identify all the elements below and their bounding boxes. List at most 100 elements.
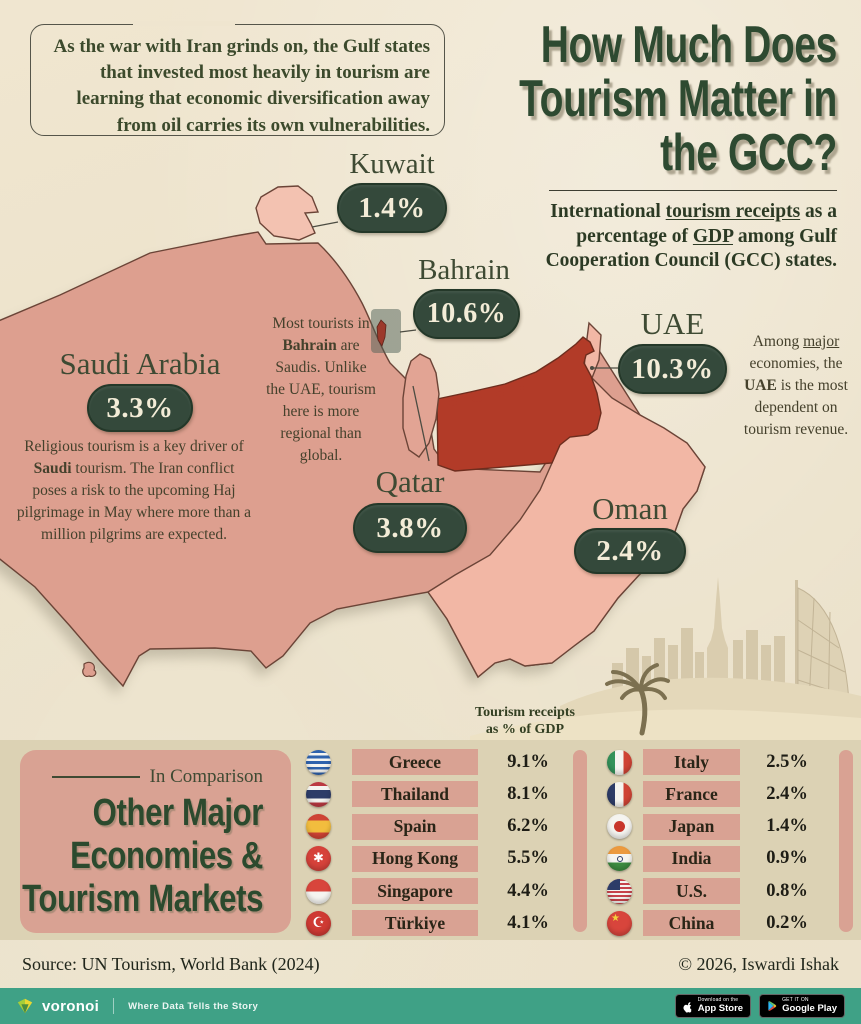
credit-text: © 2026, Iswardi Ishak [678,953,839,974]
country-value-cell: 5.5% [507,848,549,869]
app-store-badge[interactable]: Download on the App Store [674,994,752,1018]
table-row: Italy 2.5% [607,749,826,775]
thailand-flag-icon [306,781,331,807]
turkiye-flag-icon [306,910,331,936]
uae-islet [496,391,504,397]
bahrain-label: Bahrain [418,254,510,286]
kicker-label: In Comparison [149,766,263,787]
france-flag-icon [607,781,632,807]
palm-tree-silhouette [605,663,670,736]
saudi-annotation: Religious tourism is a key driver of Sau… [16,438,252,543]
country-value-cell: 2.5% [766,751,808,772]
table-row: U.S. 0.8% [607,878,826,905]
title-line: How Much Does [540,16,838,74]
country-value-cell: 4.4% [507,880,549,901]
table-column-header-line: as % of GDP [485,721,565,737]
uae-label: UAE [640,306,705,341]
brand-lockup: voronoi Where Data Tells the Story [16,997,258,1015]
source-text: Source: UN Tourism, World Bank (2024) [22,953,320,974]
italy-flag-icon [607,749,632,775]
title-line: Tourism Matter in [519,70,837,129]
comparison-heading-line: Economies & [70,834,263,877]
leader-lines [311,221,618,462]
table-row: Spain 6.2% [306,813,568,840]
kuwait-shape [255,185,320,241]
qatar-shape [402,353,440,458]
qatar-value-pill: 3.8% [353,503,467,553]
bahrain-highlight [371,309,401,353]
table-row: Japan 1.4% [607,813,826,840]
comparison-heading: Other Major Economies & Tourism Markets [0,792,263,921]
bahrain-shape [376,319,387,347]
spain-flag-icon [306,814,331,840]
intro-text-box: As the war with Iran grinds on, the Gulf… [30,24,445,136]
table-row: Singapore 4.4% [306,878,568,905]
title-divider [549,190,837,191]
google-play-icon [768,1001,777,1011]
comparison-kicker: In Comparison [20,750,291,788]
comparison-right-column: Italy 2.5% France 2.4% Japan 1.4% India … [607,749,826,943]
burj-al-arab-mast [795,580,798,726]
country-name-cell: Greece [352,749,478,775]
voronoi-logo-icon [17,998,33,1014]
app-store-badge-name: App Store [697,1002,744,1014]
saudi-arabia-value-pill: 3.3% [87,384,193,432]
google-play-badge-top: GET IT ON [782,997,809,1004]
kicker-dash [51,776,140,778]
country-value-cell: 6.2% [507,816,549,837]
country-name-cell: Singapore [352,878,478,905]
table-row: India 0.9% [607,845,826,872]
country-value-cell: 9.1% [507,751,549,772]
intro-box-border-gap [133,21,235,26]
table-row: Thailand 8.1% [306,781,568,808]
table-row: Hong Kong 5.5% [306,845,568,872]
country-name-cell: France [643,781,740,808]
brand-divider [113,998,115,1014]
japan-flag-icon [607,814,632,840]
country-value-cell: 4.1% [507,912,549,933]
china-flag-icon [607,910,632,936]
table-row: Greece 9.1% [306,749,568,775]
country-name-cell: Japan [643,813,740,840]
apple-icon [683,1001,692,1013]
uae-shape [436,336,602,472]
kuwait-label: Kuwait [349,148,435,180]
app-store-badge-top: Download on the [697,997,739,1004]
comparison-heading-box: In Comparison Other Major Economies & To… [20,750,291,933]
country-value-cell: 0.9% [766,848,808,869]
table-column-header-line: Tourism receipts [475,705,575,720]
brand-name: voronoi [42,997,100,1015]
saudi-arabia-label: Saudi Arabia [59,346,221,381]
footer-bar: voronoi Where Data Tells the Story Downl… [0,988,861,1024]
us-flag-icon [607,878,632,904]
country-value-cell: 0.2% [766,912,808,933]
country-value-cell: 8.1% [507,783,549,804]
kuwait-value-pill: 1.4% [337,183,447,233]
comparison-section: In Comparison Other Major Economies & To… [0,740,861,940]
table-row: France 2.4% [607,781,826,808]
google-play-badge[interactable]: GET IT ON Google Play [759,994,845,1018]
subtitle: International tourism receipts as a perc… [545,201,837,272]
qatar-label: Qatar [375,464,445,499]
uae-value-pill: 10.3% [618,344,727,394]
source-row: Source: UN Tourism, World Bank (2024) © … [0,940,861,988]
country-name-cell: Thailand [352,781,478,808]
country-name-cell: India [643,845,740,872]
country-name-cell: Türkiye [352,910,478,937]
uae-anchor-dot [590,366,594,370]
island-shape [82,661,97,677]
table-row: Türkiye 4.1% [306,910,568,937]
comparison-left-column: Greece 9.1% Thailand 8.1% Spain 6.2% Hon… [306,749,568,943]
country-name-cell: China [643,910,740,937]
comparison-heading-line: Tourism Markets [22,877,264,920]
greece-flag-icon [306,749,331,775]
india-flag-icon [607,846,632,872]
uae-annotation: Among major economies, the UAE is the mo… [743,333,849,438]
page-title: How Much Does Tourism Matter in the GCC? [417,18,837,180]
store-badges: Download on the App Store GET IT ON Goog… [674,994,845,1018]
country-name-cell: U.S. [643,878,740,905]
country-value-cell: 2.4% [766,783,808,804]
table-column-header: Tourism receipts as % of GDP [456,705,594,738]
singapore-flag-icon [306,878,331,904]
